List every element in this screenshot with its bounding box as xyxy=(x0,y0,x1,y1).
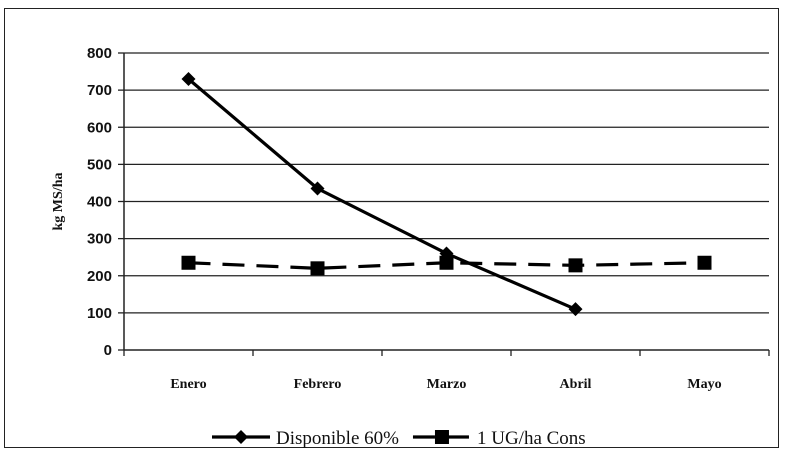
grid-lines xyxy=(124,52,769,314)
y-tick-label: 800 xyxy=(87,45,112,62)
data-point xyxy=(310,261,325,276)
y-tick-label: 0 xyxy=(104,342,112,359)
legend-marker xyxy=(434,430,449,444)
x-tick-label: Abril xyxy=(560,377,592,392)
y-tick-label: 100 xyxy=(87,305,112,322)
y-tick-label: 300 xyxy=(87,231,112,248)
y-tick-label: 200 xyxy=(87,268,112,285)
data-point xyxy=(310,181,325,196)
y-tick-label: 600 xyxy=(87,119,112,136)
x-tick-label: Marzo xyxy=(427,377,467,392)
series-line xyxy=(187,77,577,311)
legend-item: 1 UG/ha Cons xyxy=(412,428,586,449)
legend-label: Disponible 60% xyxy=(276,428,399,449)
legend-item: Disponible 60% xyxy=(212,428,399,449)
data-point xyxy=(181,255,196,270)
series xyxy=(181,71,712,317)
y-tick-label: 500 xyxy=(87,156,112,173)
legend: Disponible 60% 1 UG/ha Cons xyxy=(212,428,586,449)
data-point xyxy=(181,71,196,86)
data-point xyxy=(439,255,454,270)
data-point xyxy=(697,255,712,270)
legend-label: 1 UG/ha Cons xyxy=(477,428,586,449)
x-tick-label: Mayo xyxy=(687,377,721,392)
x-tick-labels: Enero Febrero Marzo Abril Mayo xyxy=(170,377,721,392)
data-point xyxy=(568,258,583,273)
y-tick-labels: 0 100 200 300 400 500 600 700 800 xyxy=(87,45,112,359)
series-1 xyxy=(181,255,712,276)
axes xyxy=(118,52,770,356)
chart-frame xyxy=(4,8,779,448)
series-0 xyxy=(181,71,583,317)
y-tick-label: 400 xyxy=(87,194,112,211)
data-point xyxy=(568,302,583,317)
legend-marker xyxy=(234,430,248,444)
y-axis-title: kg MS/ha xyxy=(51,173,66,231)
y-tick-label: 700 xyxy=(87,82,112,99)
x-tick-label: Enero xyxy=(170,377,206,392)
x-tick-label: Febrero xyxy=(294,377,342,392)
